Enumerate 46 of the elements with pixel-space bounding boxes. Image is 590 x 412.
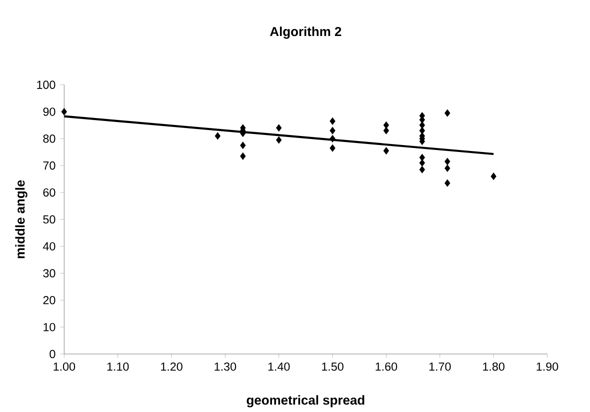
point	[240, 142, 246, 150]
y-tick-label: 30	[43, 269, 56, 278]
y-tick-label: 0	[50, 350, 56, 358]
x-tick-label: 1.00	[54, 362, 76, 371]
point	[444, 158, 450, 166]
point	[276, 124, 282, 132]
point	[444, 164, 450, 172]
point	[330, 118, 336, 125]
point	[276, 136, 282, 144]
point	[383, 147, 389, 154]
point	[330, 126, 336, 134]
point	[490, 172, 496, 180]
point	[383, 122, 389, 129]
point	[330, 144, 336, 152]
y-tick-label: 80	[43, 134, 56, 143]
x-axis-title: geometrical spread	[246, 395, 364, 408]
point	[214, 132, 220, 140]
chart-title: Algorithm 2	[270, 26, 342, 39]
point	[419, 122, 425, 129]
y-tick-label: 10	[44, 322, 56, 332]
x-tick-label: 1.90	[536, 362, 558, 371]
x-tick-label: 1.40	[268, 362, 290, 371]
x-tick-label: 1.80	[483, 362, 504, 371]
point	[444, 109, 450, 117]
point	[330, 135, 336, 142]
point	[419, 166, 425, 174]
point	[419, 159, 425, 167]
y-tick-label: 70	[43, 161, 56, 170]
x-tick-label: 1.30	[214, 362, 236, 371]
x-tick-label: 1.10	[107, 362, 129, 371]
point	[383, 126, 389, 134]
y-axis-title: middle angle	[15, 180, 28, 258]
point	[61, 108, 67, 116]
y-tick-label: 40	[42, 242, 56, 251]
y-tick-label: 90	[43, 108, 56, 116]
x-tick-label: 1.60	[376, 362, 398, 371]
y-tick-label: 60	[43, 188, 56, 197]
x-tick-label: 1.20	[161, 362, 182, 371]
y-tick-label: 20	[43, 296, 56, 304]
y-tick-label: 100	[37, 80, 56, 89]
y-tick-label: 50	[43, 215, 56, 224]
point	[444, 179, 450, 187]
x-tick-label: 1.50	[322, 362, 344, 371]
x-tick-label: 1.70	[429, 362, 451, 371]
point	[240, 152, 246, 160]
point	[419, 126, 425, 134]
